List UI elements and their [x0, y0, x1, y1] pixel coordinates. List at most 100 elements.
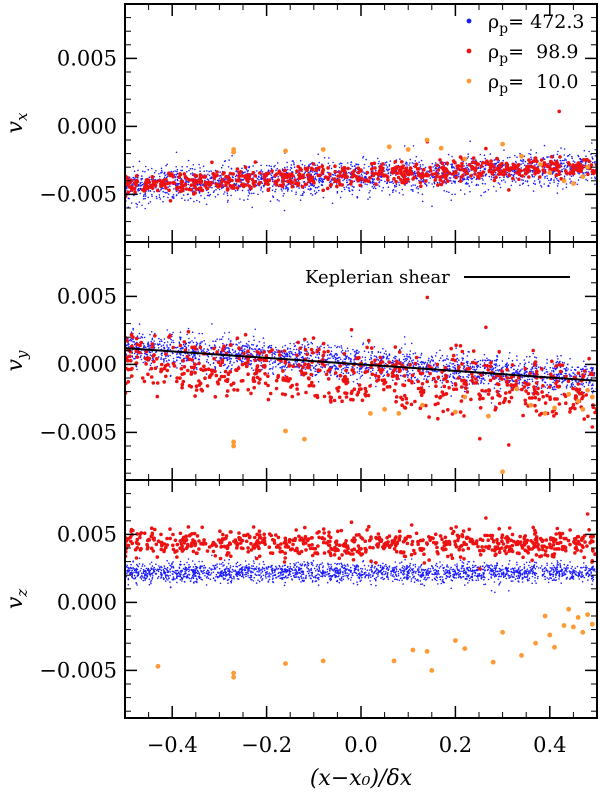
data-point — [234, 190, 237, 192]
data-point — [361, 371, 363, 373]
data-point — [512, 166, 516, 170]
data-point — [394, 186, 396, 188]
data-point — [311, 162, 316, 166]
data-point — [471, 177, 474, 180]
data-point — [226, 359, 229, 362]
data-point — [251, 170, 256, 175]
data-point — [294, 357, 297, 360]
data-point — [134, 178, 139, 183]
data-point — [232, 186, 236, 190]
data-point — [144, 346, 146, 349]
data-point — [530, 370, 533, 372]
data-point — [370, 167, 374, 171]
data-point — [367, 198, 369, 200]
data-point — [164, 177, 168, 182]
data-point — [546, 387, 549, 390]
data-point — [485, 359, 487, 362]
data-point — [318, 353, 321, 356]
data-point — [175, 347, 178, 349]
data-point — [473, 172, 477, 176]
data-point — [239, 198, 241, 200]
data-point — [161, 171, 163, 173]
data-point — [402, 169, 407, 174]
data-point — [363, 172, 366, 174]
data-point — [497, 182, 500, 184]
data-point — [413, 382, 416, 385]
data-point — [208, 344, 211, 347]
data-point — [560, 162, 563, 164]
data-point — [186, 358, 188, 361]
data-point — [366, 367, 368, 369]
data-point — [244, 358, 246, 360]
data-point — [234, 351, 237, 353]
data-point — [187, 327, 190, 330]
data-point — [406, 364, 409, 367]
data-point — [534, 356, 536, 358]
data-point — [569, 153, 571, 156]
data-point — [272, 352, 274, 354]
data-point — [537, 165, 539, 168]
data-point — [398, 192, 401, 194]
data-point — [150, 362, 153, 365]
data-point — [518, 379, 520, 382]
data-point — [549, 159, 553, 164]
data-point — [198, 186, 203, 190]
data-point — [438, 158, 442, 162]
data-point — [399, 178, 403, 182]
data-point — [218, 175, 221, 177]
data-point — [581, 158, 586, 162]
data-point — [368, 165, 370, 168]
data-point — [158, 194, 161, 196]
data-point — [245, 342, 248, 345]
data-point — [302, 361, 305, 364]
data-point — [206, 350, 208, 353]
data-point — [292, 160, 295, 162]
data-point — [329, 366, 332, 368]
data-point — [425, 371, 428, 373]
data-point — [289, 350, 292, 353]
data-point — [163, 195, 165, 198]
data-point — [527, 184, 530, 187]
data-point — [307, 346, 310, 349]
data-point — [569, 357, 571, 360]
data-point — [338, 174, 343, 178]
data-point — [558, 180, 560, 182]
data-point — [246, 179, 250, 184]
data-point — [467, 153, 470, 155]
data-point — [514, 154, 516, 157]
data-point — [425, 185, 428, 187]
data-point — [381, 366, 383, 369]
data-point — [409, 357, 412, 360]
data-point — [364, 176, 367, 178]
data-point — [235, 186, 240, 190]
data-point — [187, 183, 190, 186]
data-point — [293, 163, 295, 166]
data-point — [463, 366, 465, 369]
data-point — [130, 188, 134, 192]
data-point — [316, 172, 319, 174]
data-point — [492, 178, 497, 183]
data-point — [543, 158, 546, 161]
data-point — [349, 374, 352, 377]
data-point — [386, 355, 389, 358]
data-point — [541, 168, 545, 172]
data-point — [529, 355, 531, 358]
data-point — [395, 190, 397, 192]
data-point — [496, 365, 498, 367]
data-point — [384, 367, 386, 369]
data-point — [389, 181, 391, 183]
data-point — [271, 180, 274, 183]
data-point — [158, 337, 160, 340]
data-point — [233, 361, 235, 364]
data-point — [192, 341, 195, 344]
data-point — [394, 165, 399, 169]
data-point — [453, 181, 456, 183]
data-point — [553, 367, 555, 370]
data-point — [440, 165, 444, 170]
data-point — [338, 166, 341, 169]
data-point — [246, 170, 249, 172]
data-point — [435, 352, 438, 354]
data-point — [174, 184, 177, 187]
data-point — [445, 182, 448, 185]
